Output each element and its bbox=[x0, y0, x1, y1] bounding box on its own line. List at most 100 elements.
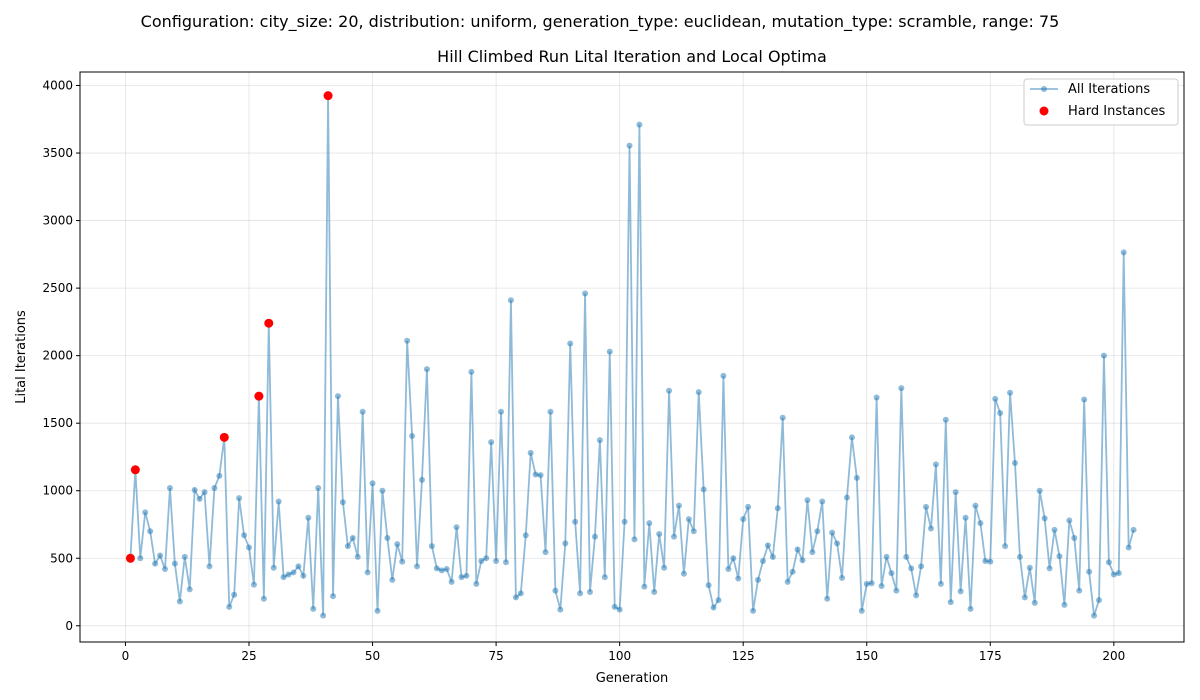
data-point bbox=[374, 607, 381, 614]
data-point bbox=[1076, 587, 1083, 594]
data-point bbox=[858, 607, 865, 614]
data-point bbox=[586, 589, 593, 596]
legend-marker-hard-icon bbox=[1039, 106, 1049, 116]
data-point bbox=[1041, 515, 1048, 522]
data-point bbox=[636, 121, 643, 128]
data-point bbox=[794, 546, 801, 553]
data-point bbox=[814, 528, 821, 535]
data-point bbox=[646, 520, 653, 527]
data-point bbox=[1100, 352, 1107, 359]
y-tick-label: 2000 bbox=[42, 349, 73, 363]
data-point bbox=[226, 603, 233, 610]
data-point bbox=[903, 553, 910, 560]
y-tick-label: 4000 bbox=[42, 79, 73, 93]
data-point bbox=[992, 395, 999, 402]
data-point bbox=[1011, 460, 1018, 467]
data-point bbox=[735, 575, 742, 582]
data-point bbox=[611, 603, 618, 610]
data-point bbox=[137, 555, 144, 562]
data-point bbox=[1031, 599, 1038, 606]
data-point bbox=[1061, 601, 1068, 608]
data-point bbox=[498, 408, 505, 415]
data-points bbox=[127, 92, 1137, 619]
data-point bbox=[591, 533, 598, 540]
data-point bbox=[710, 604, 717, 611]
data-point bbox=[947, 599, 954, 606]
x-tick-label: 25 bbox=[241, 649, 256, 663]
data-point bbox=[1115, 570, 1122, 577]
data-point bbox=[310, 605, 317, 612]
data-point bbox=[759, 557, 766, 564]
x-tick-label: 200 bbox=[1102, 649, 1125, 663]
data-point bbox=[873, 394, 880, 401]
data-point bbox=[241, 532, 248, 539]
data-point bbox=[448, 578, 455, 585]
data-point bbox=[942, 416, 949, 423]
data-point bbox=[557, 606, 564, 613]
data-point bbox=[577, 590, 584, 597]
data-point bbox=[740, 516, 747, 523]
data-point bbox=[997, 410, 1004, 417]
data-point bbox=[339, 499, 346, 506]
data-point bbox=[394, 541, 401, 548]
data-point bbox=[280, 574, 287, 581]
data-point bbox=[1071, 534, 1078, 541]
data-point bbox=[725, 566, 732, 573]
data-point bbox=[774, 505, 781, 512]
chart-title: Hill Climbed Run Lital Iteration and Loc… bbox=[437, 47, 827, 66]
data-point bbox=[1120, 249, 1127, 256]
data-point bbox=[389, 576, 396, 583]
y-tick-label: 1500 bbox=[42, 416, 73, 430]
data-point bbox=[962, 514, 969, 521]
data-point bbox=[853, 474, 860, 481]
data-point bbox=[369, 480, 376, 487]
data-point bbox=[967, 605, 974, 612]
data-point bbox=[512, 594, 519, 601]
data-point bbox=[354, 553, 361, 560]
data-point bbox=[522, 532, 529, 539]
data-point bbox=[542, 549, 549, 556]
data-point bbox=[1125, 544, 1132, 551]
data-point bbox=[1036, 487, 1043, 494]
data-point bbox=[863, 580, 870, 587]
data-point bbox=[572, 518, 579, 525]
legend-label-hard-instances: Hard Instances bbox=[1068, 104, 1166, 119]
data-point bbox=[913, 592, 920, 599]
data-point bbox=[527, 449, 534, 456]
data-point bbox=[616, 606, 623, 613]
data-point bbox=[1056, 553, 1063, 560]
data-point bbox=[918, 563, 925, 570]
data-point bbox=[191, 487, 198, 494]
data-point bbox=[621, 518, 628, 525]
data-point bbox=[166, 485, 173, 492]
x-tick-label: 175 bbox=[979, 649, 1002, 663]
data-point bbox=[789, 568, 796, 575]
data-point bbox=[493, 557, 500, 564]
data-point bbox=[705, 582, 712, 589]
x-axis-label: Generation bbox=[596, 671, 669, 686]
data-point bbox=[473, 580, 480, 587]
data-point bbox=[695, 389, 702, 396]
data-point bbox=[231, 591, 238, 598]
data-point bbox=[829, 529, 836, 536]
hard-instance-points bbox=[125, 91, 333, 563]
data-point bbox=[152, 560, 159, 567]
data-point bbox=[1046, 565, 1053, 572]
data-point bbox=[839, 574, 846, 581]
data-point bbox=[399, 558, 406, 565]
data-point bbox=[932, 461, 939, 468]
data-point bbox=[601, 574, 608, 581]
data-point bbox=[799, 557, 806, 564]
data-point bbox=[1026, 564, 1033, 571]
data-point bbox=[161, 566, 168, 573]
data-point bbox=[606, 348, 613, 355]
data-point bbox=[1091, 612, 1098, 619]
data-point bbox=[176, 598, 183, 605]
data-point bbox=[260, 595, 267, 602]
data-point bbox=[898, 385, 905, 392]
data-point bbox=[923, 503, 930, 510]
data-point bbox=[567, 340, 574, 347]
x-tick-label: 100 bbox=[608, 649, 631, 663]
data-point bbox=[300, 572, 307, 579]
data-point bbox=[843, 494, 850, 501]
